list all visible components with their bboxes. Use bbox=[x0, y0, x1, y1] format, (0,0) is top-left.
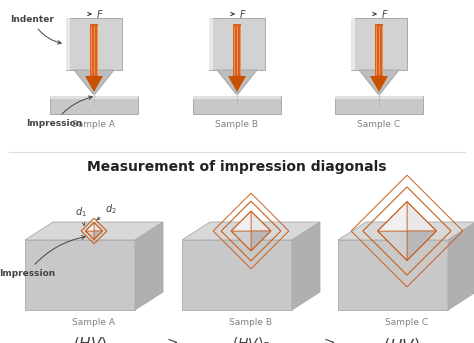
Polygon shape bbox=[231, 211, 251, 231]
Polygon shape bbox=[407, 202, 437, 231]
Polygon shape bbox=[228, 76, 246, 92]
Polygon shape bbox=[182, 222, 320, 240]
Polygon shape bbox=[338, 240, 448, 310]
Polygon shape bbox=[448, 222, 474, 310]
Polygon shape bbox=[292, 222, 320, 310]
Polygon shape bbox=[50, 96, 138, 99]
Polygon shape bbox=[231, 231, 251, 251]
Text: Sample C: Sample C bbox=[385, 318, 428, 327]
Text: Sample B: Sample B bbox=[216, 120, 258, 129]
Polygon shape bbox=[182, 240, 292, 310]
Polygon shape bbox=[378, 231, 407, 260]
Polygon shape bbox=[251, 211, 271, 231]
Text: Impression: Impression bbox=[0, 236, 85, 278]
Polygon shape bbox=[85, 231, 94, 239]
Polygon shape bbox=[25, 222, 163, 240]
Polygon shape bbox=[85, 223, 94, 231]
Polygon shape bbox=[66, 18, 122, 70]
Polygon shape bbox=[359, 70, 399, 94]
Polygon shape bbox=[74, 70, 114, 94]
Polygon shape bbox=[193, 96, 281, 114]
Text: Sample C: Sample C bbox=[357, 120, 401, 129]
Polygon shape bbox=[251, 231, 271, 251]
Polygon shape bbox=[378, 202, 407, 231]
Polygon shape bbox=[335, 96, 423, 114]
Polygon shape bbox=[209, 18, 213, 70]
Polygon shape bbox=[66, 18, 70, 70]
Text: $\mathit{(HV)}_\mathit{C}$: $\mathit{(HV)}_\mathit{C}$ bbox=[383, 336, 430, 343]
Text: $\mathit{F}$: $\mathit{F}$ bbox=[381, 8, 389, 20]
Polygon shape bbox=[370, 76, 388, 92]
Polygon shape bbox=[217, 70, 257, 94]
Text: $\mathit{(HV)}_\mathit{B}$: $\mathit{(HV)}_\mathit{B}$ bbox=[231, 336, 271, 343]
Polygon shape bbox=[94, 223, 102, 231]
Polygon shape bbox=[193, 96, 281, 99]
Polygon shape bbox=[90, 24, 98, 76]
Text: Measurement of impression diagonals: Measurement of impression diagonals bbox=[87, 160, 387, 174]
Polygon shape bbox=[209, 18, 265, 70]
Polygon shape bbox=[351, 18, 355, 70]
Polygon shape bbox=[233, 24, 241, 76]
Text: $d_2$: $d_2$ bbox=[97, 202, 117, 220]
Polygon shape bbox=[338, 222, 474, 240]
Polygon shape bbox=[85, 76, 103, 92]
Polygon shape bbox=[135, 222, 163, 310]
Text: $\mathit{(HV)}_\mathit{A}$: $\mathit{(HV)}_\mathit{A}$ bbox=[73, 336, 115, 343]
Text: Sample A: Sample A bbox=[73, 120, 116, 129]
Polygon shape bbox=[407, 231, 437, 260]
Text: Indenter: Indenter bbox=[10, 15, 61, 44]
Polygon shape bbox=[25, 240, 135, 310]
Text: $\mathit{F}$: $\mathit{F}$ bbox=[239, 8, 247, 20]
Polygon shape bbox=[50, 96, 138, 114]
Polygon shape bbox=[335, 96, 423, 99]
Text: Sample B: Sample B bbox=[229, 318, 273, 327]
Text: $d_1$: $d_1$ bbox=[75, 206, 87, 225]
Text: >: > bbox=[167, 336, 178, 343]
Text: Sample A: Sample A bbox=[73, 318, 116, 327]
Text: Impression: Impression bbox=[26, 96, 92, 128]
Text: $\mathit{F}$: $\mathit{F}$ bbox=[96, 8, 104, 20]
Polygon shape bbox=[351, 18, 407, 70]
Text: >: > bbox=[323, 336, 335, 343]
Polygon shape bbox=[375, 24, 383, 76]
Polygon shape bbox=[94, 231, 102, 239]
